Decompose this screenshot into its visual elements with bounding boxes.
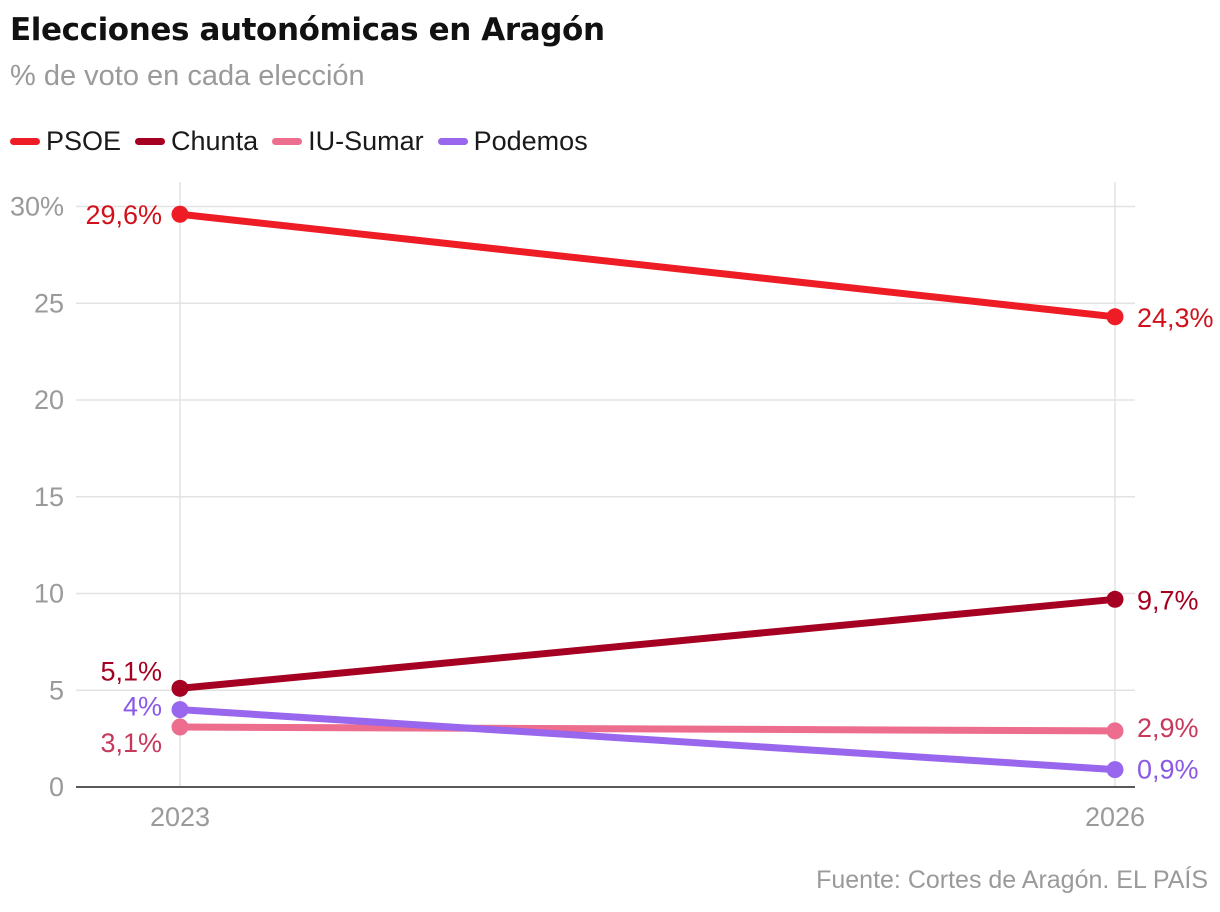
series-line-iu-sumar <box>176 723 1119 735</box>
legend-item-iu-sumar: IU-Sumar <box>272 126 424 157</box>
legend: PSOE Chunta IU-Sumar Podemos <box>10 126 602 157</box>
data-point-chunta-2023 <box>171 679 189 697</box>
y-tick-label-0: 0 <box>49 772 64 802</box>
data-point-psoe-2026 <box>1106 308 1124 326</box>
series-line-chunta <box>176 595 1119 692</box>
legend-label-chunta: Chunta <box>171 126 259 156</box>
y-tick-label-30: 30% <box>10 192 64 222</box>
data-point-iu-sumar-2023 <box>171 718 189 736</box>
x-tick-label-2023: 2023 <box>150 802 210 832</box>
data-label-podemos-2026: 0,9% <box>1137 755 1199 785</box>
data-label-psoe-2026: 24,3% <box>1137 303 1214 333</box>
legend-label-psoe: PSOE <box>46 126 122 156</box>
data-point-psoe-2023 <box>171 205 189 223</box>
series-line-podemos <box>176 706 1119 774</box>
x-tick-label-2026: 2026 <box>1085 802 1145 832</box>
y-tick-label-25: 25 <box>34 288 64 318</box>
legend-item-podemos: Podemos <box>437 126 588 157</box>
series-layer <box>171 205 1124 779</box>
source-note: Fuente: Cortes de Aragón. EL PAÍS <box>816 866 1208 894</box>
y-tick-label-10: 10 <box>34 579 64 609</box>
y-tick-label-20: 20 <box>34 385 64 415</box>
y-tick-label-15: 15 <box>34 482 64 512</box>
data-point-chunta-2026 <box>1106 590 1124 608</box>
data-point-podemos-2023 <box>171 701 189 719</box>
data-label-psoe-2023: 29,6% <box>85 200 162 230</box>
series-line-psoe <box>176 210 1119 321</box>
legend-swatch-chunta <box>135 138 166 145</box>
legend-swatch-iu-sumar <box>272 138 303 145</box>
data-point-iu-sumar-2026 <box>1106 722 1124 740</box>
legend-swatch-psoe <box>10 138 40 145</box>
legend-item-psoe: PSOE <box>10 126 121 157</box>
data-label-iu-sumar-2023: 3,1% <box>100 728 162 758</box>
data-label-iu-sumar-2026: 2,9% <box>1137 713 1199 743</box>
chart-subtitle: % de voto en cada elección <box>10 60 365 92</box>
data-point-podemos-2026 <box>1106 761 1124 779</box>
legend-label-iu-sumar: IU-Sumar <box>308 126 424 156</box>
axis-layer: 0 5 10 15 20 25 30% 2023 2026 <box>10 192 1145 833</box>
data-label-chunta-2023: 5,1% <box>100 656 162 686</box>
legend-swatch-podemos <box>437 138 468 145</box>
label-layer: 29,6% 24,3% 5,1% 9,7% 3,1% 2,9% 4% 0,9% <box>85 200 1213 784</box>
chart-title: Elecciones autonómicas en Aragón <box>10 12 605 48</box>
data-label-chunta-2026: 9,7% <box>1137 585 1199 615</box>
y-tick-label-5: 5 <box>49 675 64 705</box>
legend-item-chunta: Chunta <box>135 126 258 157</box>
legend-label-podemos: Podemos <box>473 126 588 156</box>
data-label-podemos-2023: 4% <box>123 692 162 722</box>
grid-layer <box>76 182 1135 786</box>
